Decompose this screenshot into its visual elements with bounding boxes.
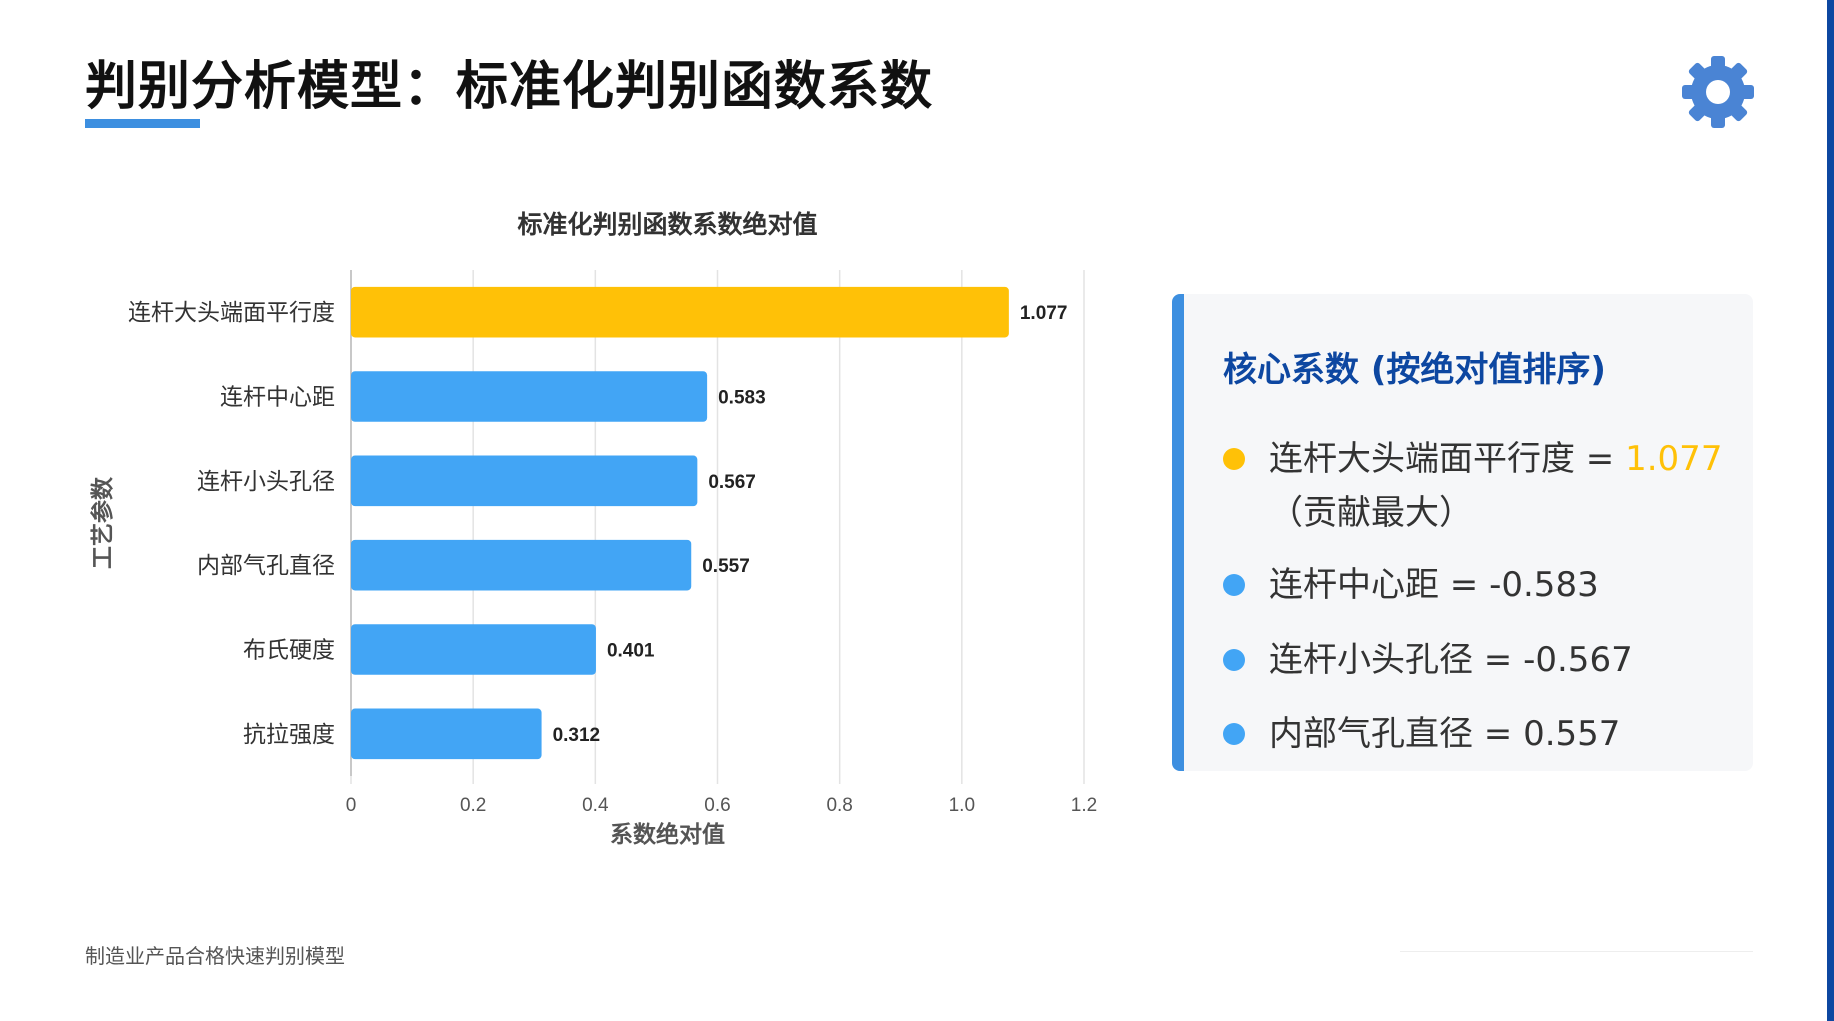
x-tick-label: 0 (346, 795, 357, 816)
x-tick-label: 1.2 (1071, 795, 1097, 816)
title-underline (85, 119, 200, 128)
y-tick-label: 连杆小头孔径 (197, 469, 335, 495)
y-tick-label: 布氏硬度 (243, 638, 335, 664)
data-label: 1.077 (1020, 303, 1068, 324)
panel-item-text: 内部气孔直径 = 0.557 (1269, 714, 1621, 754)
x-tick-label: 0.2 (460, 795, 486, 816)
bar-chart: 0 0.2 0.4 0.6 0.8 1.0 1.2 连杆大头端面平行度 1.077 连杆中心距 0.… (70, 200, 1120, 860)
bar (351, 286, 1009, 338)
x-tick-label: 0.4 (582, 795, 609, 816)
panel-item-sub: （贡献最大） (1269, 493, 1473, 533)
bar (351, 708, 542, 760)
bullet-dot (1223, 448, 1245, 470)
x-axis-title: 系数绝对值 (610, 821, 725, 848)
bullet-dot (1223, 649, 1245, 671)
data-label: 0.312 (553, 725, 601, 746)
footer-divider (1400, 951, 1753, 952)
y-axis-title: 工艺参数 (89, 476, 116, 569)
core-coefficients-panel: 核心系数 (按绝对值排序) 连杆大头端面平行度 = 1.077 （贡献最大） 连… (1172, 294, 1753, 771)
right-edge-strip (1827, 0, 1834, 1021)
x-tick-label: 0.8 (826, 795, 852, 816)
bullet-dot (1223, 723, 1245, 745)
chart-svg: 0 0.2 0.4 0.6 0.8 1.0 1.2 连杆大头端面平行度 1.077 连杆中心距 0.… (89, 210, 1097, 848)
bar (351, 371, 708, 422)
panel-item-value: 1.077 (1625, 439, 1723, 479)
panel-accent-bar (1172, 294, 1184, 771)
data-label: 0.583 (718, 388, 766, 409)
x-tick-label: 1.0 (949, 795, 975, 816)
gear-icon[interactable] (1678, 52, 1758, 132)
y-tick-label: 连杆大头端面平行度 (128, 300, 335, 326)
bullet-dot (1223, 574, 1245, 596)
bar (351, 539, 692, 591)
footer-text: 制造业产品合格快速判别模型 (85, 944, 345, 968)
bar (351, 624, 596, 675)
data-label: 0.567 (708, 472, 756, 493)
page-title: 判别分析模型：标准化判别函数系数 (85, 57, 934, 117)
x-tick-label: 0.6 (704, 795, 730, 816)
panel-item-text: 连杆大头端面平行度 = (1269, 439, 1626, 479)
bar (351, 455, 698, 507)
panel-item-text: 连杆中心距 = -0.583 (1269, 565, 1599, 605)
panel-item-text: 连杆小头孔径 = -0.567 (1269, 640, 1633, 680)
data-label: 0.401 (607, 641, 655, 662)
y-tick-label: 连杆中心距 (220, 385, 335, 411)
y-tick-label: 内部气孔直径 (197, 553, 335, 579)
data-label: 0.557 (702, 556, 750, 577)
panel-title: 核心系数 (按绝对值排序) (1223, 350, 1606, 390)
y-tick-label: 抗拉强度 (243, 722, 335, 748)
chart-title: 标准化判别函数系数绝对值 (517, 210, 817, 239)
